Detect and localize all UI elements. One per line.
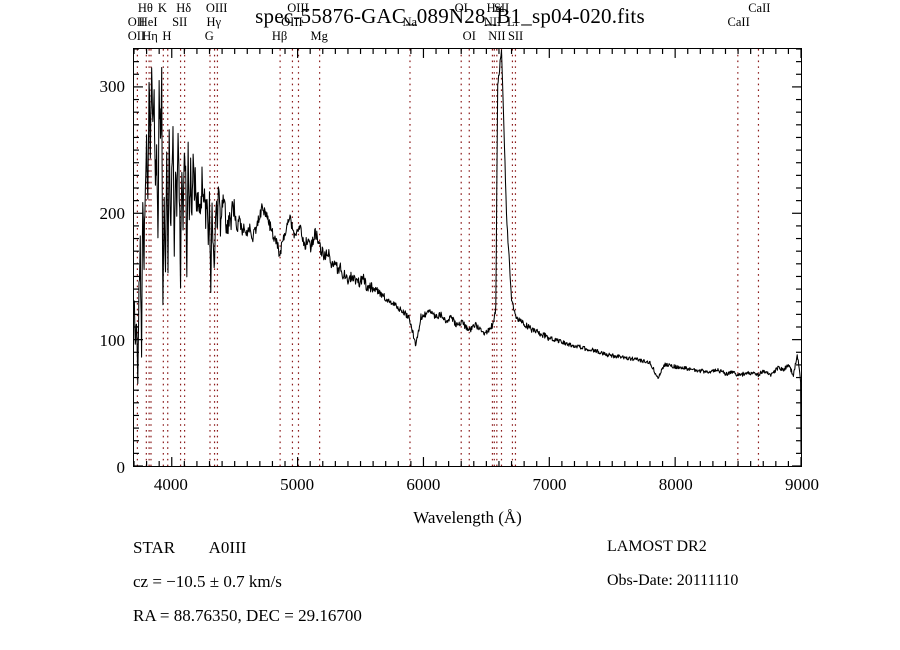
line-marker-label: CaII	[727, 15, 750, 29]
line-marker-label: OII	[127, 29, 146, 43]
x-tick-label: 8000	[658, 475, 693, 494]
line-marker-label: Hη	[142, 29, 158, 43]
page-title: spec-55876-GAC_089N28_B1_sp04-020.fits	[255, 4, 645, 28]
line-marker-label: G	[204, 29, 214, 43]
survey-name: LAMOST DR2	[607, 538, 707, 555]
spectral-class: A0III	[208, 538, 247, 557]
y-tick-label: 100	[99, 331, 126, 351]
line-marker-label: H	[162, 29, 172, 43]
line-marker-label: K	[157, 1, 167, 15]
y-tick-label: 200	[99, 204, 126, 224]
object-type-line: STAR A0III	[133, 538, 246, 558]
line-marker-label: CaII	[748, 1, 771, 15]
line-marker-label: Hδ	[176, 1, 192, 15]
line-marker-label: OIII	[281, 15, 303, 29]
plot-frame	[133, 48, 802, 467]
object-type: STAR	[133, 538, 176, 557]
line-marker-label: SII	[507, 29, 524, 43]
line-marker-label: OIII	[287, 1, 309, 15]
line-marker-label: NII	[488, 29, 506, 43]
y-tick-label: 0	[116, 458, 126, 477]
x-axis-label: Wavelength (Å)	[413, 508, 522, 527]
line-marker-label: SII	[493, 1, 510, 15]
x-tick-label: 6000	[406, 475, 441, 494]
line-marker-label: SII	[172, 15, 188, 29]
redshift-velocity: cz = −10.5 ± 0.7 km/s	[133, 572, 282, 591]
line-marker-label: OIII	[205, 1, 228, 15]
line-marker-label: HeI	[138, 15, 158, 29]
line-marker-label: Na	[402, 15, 418, 29]
line-marker-label: OI	[454, 1, 468, 15]
line-marker-label: NII	[483, 15, 502, 29]
spectrum-plot	[134, 49, 801, 466]
metadata-footer: STAR A0III cz = −10.5 ± 0.7 km/s RA = 88…	[0, 530, 900, 650]
line-marker-label: OI	[462, 29, 476, 43]
line-marker-label: Hβ	[271, 29, 288, 43]
line-marker-label: OII	[127, 15, 146, 29]
line-identification-labels: OII OII Hθ HeI Hη K H SII Hδ G Hγ OIII Hβ OIII OIII Mg N…	[0, 0, 900, 48]
coordinates: RA = 88.76350, DEC = 29.16700	[133, 606, 362, 625]
x-tick-label: 4000	[153, 475, 188, 494]
x-tick-label: 5000	[280, 475, 315, 494]
line-marker-label: Mg	[310, 29, 328, 43]
observation-date: Obs-Date: 20111110	[607, 572, 739, 589]
y-tick-label: 300	[99, 77, 126, 97]
x-tick-label: 7000	[532, 475, 567, 494]
line-marker-label: Hα	[486, 1, 503, 15]
x-tick-label: 9000	[785, 475, 819, 494]
line-marker-label: Hθ	[137, 1, 153, 15]
line-marker-label: Hγ	[206, 15, 222, 29]
line-marker-label: Li	[507, 15, 519, 29]
